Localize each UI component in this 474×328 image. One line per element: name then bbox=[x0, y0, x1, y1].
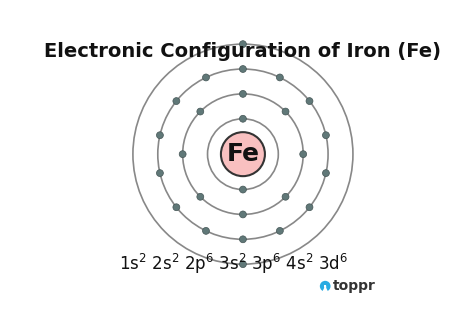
Circle shape bbox=[282, 193, 289, 200]
Circle shape bbox=[173, 204, 180, 211]
Text: Fe: Fe bbox=[227, 142, 259, 166]
Circle shape bbox=[322, 170, 329, 176]
Circle shape bbox=[239, 91, 246, 97]
Circle shape bbox=[239, 41, 246, 48]
Circle shape bbox=[239, 236, 246, 243]
Circle shape bbox=[156, 170, 164, 176]
Circle shape bbox=[197, 108, 204, 115]
Circle shape bbox=[276, 74, 283, 81]
Circle shape bbox=[156, 132, 164, 139]
Circle shape bbox=[276, 227, 283, 234]
Text: 1s$^2$ 2s$^2$ 2p$^6$ 3s$^2$ 3p$^6$ 4s$^2$ 3d$^6$: 1s$^2$ 2s$^2$ 2p$^6$ 3s$^2$ 3p$^6$ 4s$^2… bbox=[118, 252, 348, 276]
Text: toppr: toppr bbox=[333, 279, 376, 293]
Circle shape bbox=[320, 281, 330, 292]
Circle shape bbox=[239, 186, 246, 193]
Circle shape bbox=[306, 98, 313, 105]
Circle shape bbox=[239, 115, 246, 122]
Circle shape bbox=[197, 193, 204, 200]
Circle shape bbox=[239, 211, 246, 218]
Circle shape bbox=[282, 108, 289, 115]
Circle shape bbox=[179, 151, 186, 157]
Circle shape bbox=[306, 204, 313, 211]
Circle shape bbox=[202, 74, 210, 81]
Circle shape bbox=[239, 66, 246, 72]
Circle shape bbox=[221, 132, 265, 176]
Text: Electronic Configuration of Iron (Fe): Electronic Configuration of Iron (Fe) bbox=[45, 42, 441, 61]
Circle shape bbox=[239, 261, 246, 268]
Circle shape bbox=[322, 132, 329, 139]
Circle shape bbox=[202, 227, 210, 234]
Circle shape bbox=[173, 98, 180, 105]
Circle shape bbox=[300, 151, 307, 157]
